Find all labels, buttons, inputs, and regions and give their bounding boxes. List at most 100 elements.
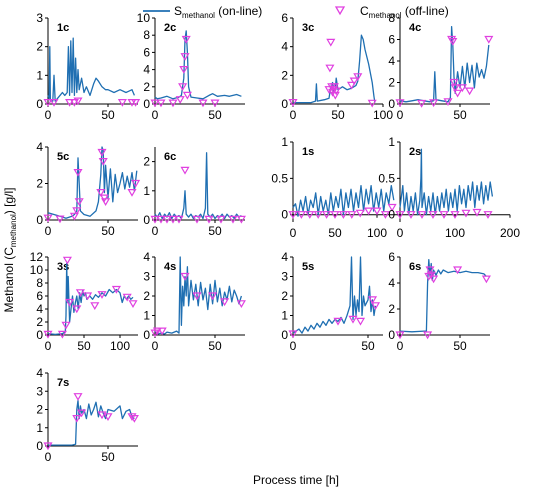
offline-point: [168, 215, 178, 224]
offline-point: [97, 411, 107, 420]
x-tick-label: 0: [45, 450, 52, 464]
offline-point: [417, 99, 427, 108]
offline-point: [43, 99, 53, 107]
y-tick-label: 3: [281, 270, 288, 284]
offline-point: [457, 84, 467, 93]
legend-offline-label: Cmethanol (off-line): [360, 4, 449, 20]
offline-point: [353, 73, 363, 81]
offline-point: [192, 292, 202, 301]
x-tick-label: 50: [101, 450, 115, 464]
offline-point: [131, 179, 141, 188]
offline-point: [43, 330, 53, 339]
y-tick-label: 10: [30, 263, 44, 277]
offline-point: [162, 215, 172, 224]
panel-label: 7s: [57, 377, 69, 389]
offline-point: [349, 77, 359, 86]
offline-point: [439, 211, 449, 219]
online-series-line: [154, 152, 242, 220]
offline-point: [57, 330, 67, 339]
x-tick-label: 50: [208, 108, 222, 122]
offline-point: [481, 275, 491, 284]
offline-point: [338, 211, 348, 219]
y-tick-label: 0: [36, 439, 43, 453]
y-tick-label: 6: [281, 11, 288, 25]
y-tick-label: 1: [281, 309, 288, 323]
y-tick-label: 1: [388, 135, 395, 149]
y-tick-label: 4: [36, 140, 43, 154]
x-tick-label: 50: [361, 339, 375, 353]
panel-label: 1c: [57, 22, 69, 34]
x-tick-label: 0: [290, 339, 297, 353]
panel-label: 6c: [164, 151, 176, 163]
x-tick-label: 0: [45, 108, 52, 122]
y-tick-label: 6: [388, 250, 395, 264]
offline-point: [49, 99, 59, 107]
offline-point: [83, 292, 93, 301]
online-series-line: [399, 25, 490, 103]
y-tick-label: 6: [143, 45, 150, 59]
offline-point: [192, 215, 202, 224]
x-tick-label: 0: [397, 108, 404, 122]
x-tick-label: 50: [77, 339, 91, 353]
offline-point: [96, 189, 106, 197]
y-tick-label: 8: [143, 28, 150, 42]
offline-point: [449, 78, 459, 87]
offline-point: [182, 91, 192, 100]
y-tick-label: 4: [143, 63, 150, 77]
panel-label: 5c: [57, 151, 69, 163]
online-series-line: [47, 262, 134, 336]
online-series-line: [47, 37, 135, 102]
offline-point: [156, 215, 166, 224]
y-tick-label: 3: [36, 384, 43, 398]
offline-point: [364, 207, 374, 216]
offline-point: [150, 99, 160, 108]
offline-point: [150, 215, 160, 224]
offline-point: [101, 198, 111, 206]
y-tick-label: 0: [36, 328, 43, 342]
panel-6s: 0 2 4 6 0 50 6s: [388, 250, 491, 353]
y-tick-label: 2: [388, 76, 395, 90]
offline-point: [406, 211, 416, 219]
offline-point: [69, 99, 79, 107]
offline-point: [220, 298, 230, 307]
offline-point: [62, 256, 72, 265]
offline-point: [168, 99, 178, 108]
panel-label: 2s: [409, 146, 421, 158]
offline-point: [333, 317, 343, 326]
panel-6c: 0 1 2 0 50 6c: [143, 147, 246, 238]
offline-point: [417, 211, 427, 219]
offline-point: [329, 83, 339, 91]
x-tick-label: 0: [290, 226, 297, 240]
offline-point: [65, 298, 75, 307]
y-tick-label: 0: [388, 208, 395, 222]
y-tick-label: 2: [143, 155, 150, 169]
panel-label: 4s: [164, 261, 176, 273]
y-tick-label: 0: [281, 328, 288, 342]
y-tick-label: 0: [388, 97, 395, 111]
offline-point: [347, 211, 357, 219]
y-tick-label: 2: [281, 68, 288, 82]
offline-point: [326, 38, 336, 47]
panel-2s: 0 0.5 1 0 100 200 2s: [378, 135, 520, 240]
x-tick-label: 0: [397, 339, 404, 353]
offline-point: [131, 99, 141, 107]
offline-point: [77, 409, 87, 418]
x-tick-label: 200: [500, 226, 520, 240]
offline-point: [288, 330, 298, 339]
online-series-line: [292, 256, 377, 334]
x-tick-label: 0: [152, 224, 159, 238]
y-tick-label: 2: [143, 289, 150, 303]
offline-point: [395, 211, 405, 219]
offline-point: [157, 327, 167, 336]
offline-point: [198, 99, 208, 108]
x-tick-label: 50: [208, 339, 222, 353]
y-tick-label: 2: [36, 40, 43, 54]
y-tick-label: 4: [36, 366, 43, 380]
offline-point: [423, 331, 433, 340]
offline-point: [216, 215, 226, 224]
panel-label: 5s: [302, 261, 314, 273]
offline-point: [43, 214, 53, 223]
x-tick-label: 50: [331, 108, 345, 122]
offline-point: [127, 189, 137, 197]
x-tick-label: 100: [373, 108, 393, 122]
